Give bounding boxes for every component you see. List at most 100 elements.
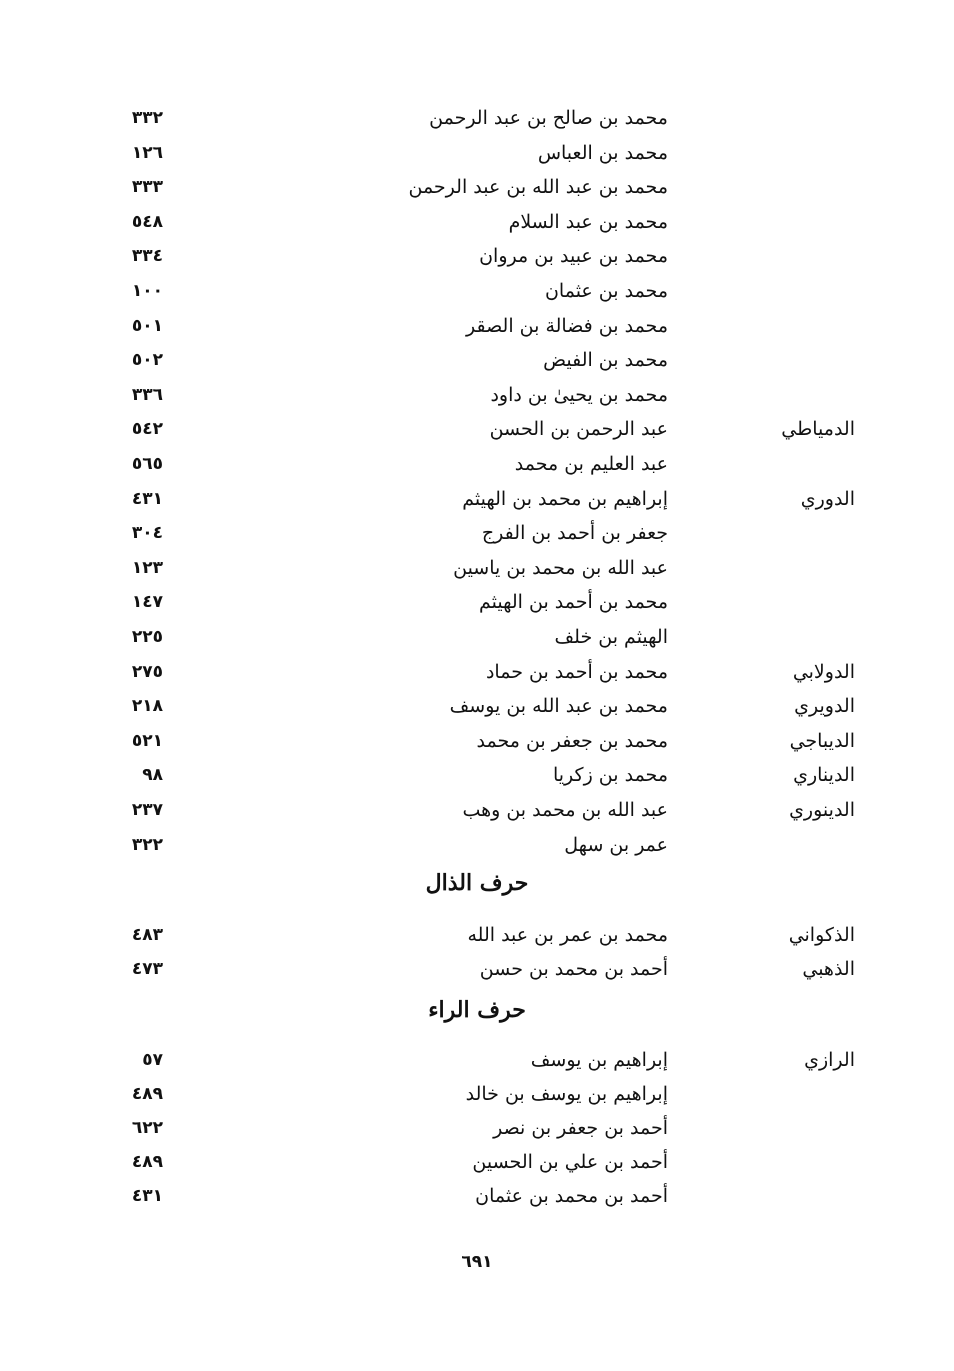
page-reference: ٥٤٨ <box>131 211 163 232</box>
entry-name: محمد بن عبد الله بن عبد الرحمن <box>408 176 668 199</box>
page-number: ٦٩١ <box>461 1252 493 1272</box>
nisba-label: الديناري <box>793 764 855 787</box>
nisba-label: الرازي <box>804 1049 855 1071</box>
page-reference: ٩٨ <box>142 765 163 786</box>
index-entry: الهيثم بن خلف ٢٢٥ <box>0 620 954 654</box>
page-reference: ١٢٣ <box>131 557 163 578</box>
page-reference: ١٠٠ <box>131 281 163 301</box>
entry-name: إبراهيم بن يوسف <box>530 1049 668 1071</box>
entry-name: إبراهيم بن يوسف بن خالد <box>465 1083 668 1105</box>
index-entry: محمد بن يحيىٰ بن داود ٣٣٦ <box>0 378 954 412</box>
nisba-label: الذكواني <box>788 924 855 946</box>
entry-name: محمد بن أحمد بن الهيثم <box>479 591 668 614</box>
index-entry: الذكواني محمد بن عمر بن عبد الله ٤٨٣ <box>0 918 954 952</box>
page-reference: ١٢٦ <box>131 142 163 163</box>
entry-name: محمد بن العباس <box>537 141 668 164</box>
page-reference: ٣٠٤ <box>131 523 163 544</box>
index-entry: الدوري إبراهيم بن محمد بن الهيثم ٤٣١ <box>0 482 954 516</box>
page-reference: ٤٨٩ <box>131 1152 163 1172</box>
page-reference: ٥٤٢ <box>131 419 163 440</box>
entry-name: محمد بن جعفر بن محمد <box>476 729 668 752</box>
index-entry: إبراهيم بن يوسف بن خالد ٤٨٩ <box>0 1077 954 1111</box>
page-reference: ٤٧٣ <box>131 959 163 979</box>
entry-name: محمد بن عبد الله بن يوسف <box>449 695 668 718</box>
entry-name: محمد بن صالح بن عبد الرحمن <box>429 107 668 129</box>
index-entry: محمد بن عبد الله بن عبد الرحمن ٣٣٣ <box>0 170 954 204</box>
index-entry: أحمد بن محمد بن عثمان ٤٣١ <box>0 1179 954 1213</box>
entry-name: جعفر بن أحمد بن الفرج <box>481 522 668 545</box>
entry-name: محمد بن عمر بن عبد الله <box>467 924 669 946</box>
index-entry: الدولابي محمد بن أحمد بن حماد ٢٧٥ <box>0 655 954 689</box>
index-entry: محمد بن الفيض ٥٠٢ <box>0 343 954 377</box>
page-reference: ٣٣٤ <box>131 246 163 267</box>
index-entry: أحمد بن علي بن الحسين ٤٨٩ <box>0 1145 954 1179</box>
index-entry: الديناري محمد بن زكريا ٩٨ <box>0 758 954 792</box>
index-entry: الذهبي أحمد بن محمد بن حسن ٤٧٣ <box>0 952 954 986</box>
page-reference: ٥٢١ <box>131 730 163 751</box>
entry-name: محمد بن زكريا <box>552 764 668 787</box>
entry-name: محمد بن أحمد بن حماد <box>485 660 668 683</box>
nisba-label: الديباجي <box>789 729 855 752</box>
index-entry: محمد بن عثمان ١٠٠ <box>0 274 954 308</box>
page-reference: ٦٢٢ <box>131 1118 163 1138</box>
page-reference: ٣٣٣ <box>131 177 163 198</box>
entry-name: أحمد بن علي بن الحسين <box>472 1151 668 1173</box>
index-entry: عبد الله بن محمد بن ياسين ١٢٣ <box>0 551 954 585</box>
page-reference: ٣٣٦ <box>131 384 163 405</box>
index-entry: عمر بن سهل ٣٢٢ <box>0 828 954 862</box>
page-reference: ٣٢٢ <box>131 834 163 855</box>
entry-name: محمد بن عبد السلام <box>508 210 668 233</box>
entry-name: محمد بن الفيض <box>543 349 668 372</box>
index-entry: محمد بن عبيد بن مروان ٣٣٤ <box>0 239 954 273</box>
entry-name: عمر بن سهل <box>564 833 668 856</box>
index-entry: جعفر بن أحمد بن الفرج ٣٠٤ <box>0 516 954 550</box>
page-reference: ٤٨٩ <box>131 1084 163 1104</box>
page-reference: ٢١٨ <box>131 696 163 717</box>
page-reference: ٢٧٥ <box>131 661 163 682</box>
index-entry: محمد بن فضالة بن الصقر ٥٠١ <box>0 309 954 343</box>
entry-name: محمد بن فضالة بن الصقر <box>465 314 668 337</box>
entry-name: محمد بن يحيىٰ بن داود <box>490 383 668 406</box>
entry-name: عبد العليم بن محمد <box>514 453 668 475</box>
entry-name: إبراهيم بن محمد بن الهيثم <box>462 487 668 510</box>
entry-name: محمد بن عثمان <box>544 280 668 302</box>
page-reference: ٢٣٧ <box>131 800 163 820</box>
nisba-label: الدوري <box>800 487 855 510</box>
index-entry: محمد بن العباس ١٢٦ <box>0 136 954 170</box>
entry-name: عبد الله بن محمد بن ياسين <box>453 556 668 579</box>
entry-name: عبد الله بن محمد بن وهب <box>462 799 668 821</box>
index-entry: محمد بن صالح بن عبد الرحمن ٣٣٢ <box>0 101 954 135</box>
nisba-label: الدينوري <box>789 799 855 821</box>
page-reference: ٥٦٥ <box>131 454 163 474</box>
nisba-label: الدولابي <box>792 660 855 683</box>
index-entry: الدمياطي عبد الرحمن بن الحسن ٥٤٢ <box>0 412 954 446</box>
index-entry: الدويري محمد بن عبد الله بن يوسف ٢١٨ <box>0 689 954 723</box>
page-reference: ٢٢٥ <box>131 627 163 647</box>
index-entry: الدينوري عبد الله بن محمد بن وهب ٢٣٧ <box>0 793 954 827</box>
nisba-label: الدويري <box>794 695 855 718</box>
index-entry: عبد العليم بن محمد ٥٦٥ <box>0 447 954 481</box>
index-entry: أحمد بن جعفر بن نصر ٦٢٢ <box>0 1111 954 1145</box>
page-reference: ٤٣١ <box>131 1186 163 1206</box>
section-heading: حرف الراء <box>428 997 526 1023</box>
page-reference: ٤٣١ <box>131 488 163 509</box>
page-reference: ٣٣٢ <box>131 108 163 128</box>
index-entry: الرازي إبراهيم بن يوسف ٥٧ <box>0 1043 954 1077</box>
index-entry: محمد بن أحمد بن الهيثم ١٤٧ <box>0 585 954 619</box>
entry-name: أحمد بن جعفر بن نصر <box>493 1117 668 1139</box>
entry-name: محمد بن عبيد بن مروان <box>479 245 668 268</box>
page-reference: ١٤٧ <box>131 592 163 613</box>
entry-name: عبد الرحمن بن الحسن <box>489 418 668 441</box>
nisba-label: الدمياطي <box>781 418 855 441</box>
page-reference: ٥٠٢ <box>131 350 163 371</box>
nisba-label: الذهبي <box>802 958 855 980</box>
page-reference: ٥٧ <box>142 1050 163 1070</box>
entry-name: الهيثم بن خلف <box>554 626 668 648</box>
page-reference: ٥٠١ <box>131 315 163 336</box>
entry-name: أحمد بن محمد بن عثمان <box>475 1185 668 1207</box>
page-reference: ٤٨٣ <box>131 925 163 945</box>
section-heading: حرف الذال <box>425 870 529 896</box>
index-entry: محمد بن عبد السلام ٥٤٨ <box>0 205 954 239</box>
entry-name: أحمد بن محمد بن حسن <box>479 958 668 980</box>
index-entry: الديباجي محمد بن جعفر بن محمد ٥٢١ <box>0 724 954 758</box>
